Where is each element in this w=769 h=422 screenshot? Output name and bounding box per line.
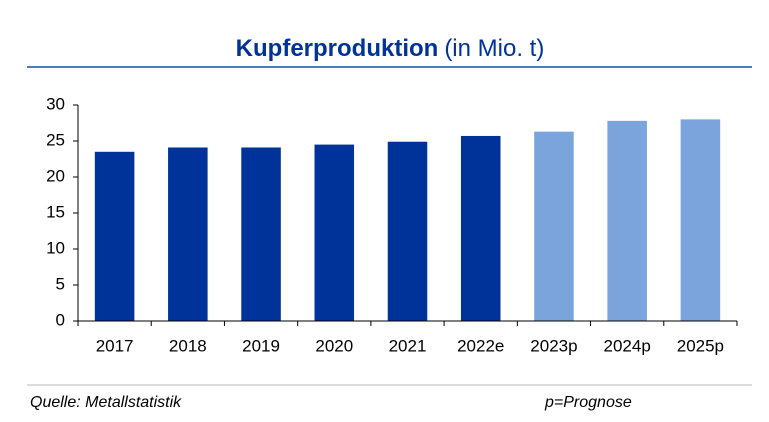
x-tick-label: 2022e [457, 336, 504, 355]
y-tick-label: 25 [46, 130, 65, 149]
bar [680, 119, 721, 322]
x-tick-label: 2023p [530, 336, 577, 355]
x-tick-label: 2020 [315, 336, 353, 355]
x-tick-label: 2019 [242, 336, 280, 355]
x-tick-label: 2024p [604, 336, 651, 355]
x-tick-label: 2025p [677, 336, 724, 355]
bar [94, 151, 135, 321]
bar [607, 120, 647, 321]
y-tick-label: 30 [46, 94, 65, 113]
bar [460, 135, 501, 321]
bar [168, 147, 208, 321]
chart-subtitle: (in Mio. t) [444, 35, 544, 62]
y-tick-label: 10 [46, 238, 65, 257]
chart-title-group: Kupferproduktion (in Mio. t) [236, 35, 545, 62]
y-tick-label: 15 [46, 202, 65, 221]
x-tick-label: 2017 [96, 336, 134, 355]
x-tick-label: 2021 [389, 336, 427, 355]
bar [534, 131, 574, 321]
y-tick-label: 0 [56, 310, 65, 329]
x-tick-label: 2018 [169, 336, 207, 355]
source: Quelle: Metallstatistik [30, 394, 182, 411]
bar [314, 144, 355, 321]
bar [241, 147, 281, 321]
bar [387, 141, 428, 321]
y-tick-label: 5 [56, 274, 65, 293]
y-tick-label: 20 [46, 166, 65, 185]
note: p=Prognose [544, 394, 632, 411]
chart-title: Kupferproduktion [236, 35, 439, 62]
